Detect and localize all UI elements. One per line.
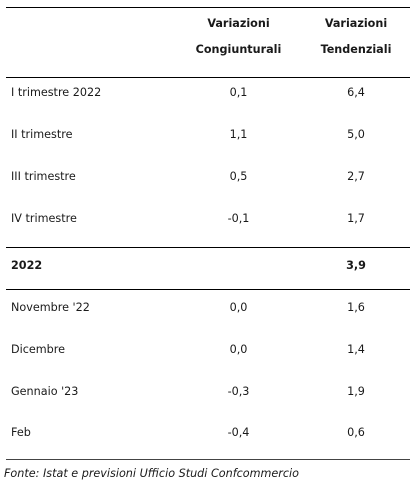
row-label: Dicembre <box>11 343 65 356</box>
row-label: II trimestre <box>11 128 73 141</box>
year-row-tend-value: 3,9 <box>346 259 366 272</box>
header-tendenziali-line2: Tendenziali <box>320 43 392 56</box>
row-tend-value: 1,9 <box>347 385 365 398</box>
row-label: I trimestre 2022 <box>11 86 102 99</box>
year-row-label: 2022 <box>11 259 43 272</box>
row-cong-value: -0,4 <box>227 426 250 439</box>
row-tend-value: 1,7 <box>347 212 365 225</box>
row-tend-value: 1,4 <box>347 343 365 356</box>
header-rule <box>6 77 410 78</box>
year-top-rule <box>6 247 410 248</box>
row-tend-value: 5,0 <box>347 128 365 141</box>
header-tendenziali-line1: Variazioni <box>324 17 388 30</box>
row-label: Feb <box>11 426 31 439</box>
row-cong-value: 0,0 <box>229 343 248 356</box>
row-cong-value: 0,1 <box>229 86 248 99</box>
source-note: Fonte: Istat e previsioni Ufficio Studi … <box>4 467 300 480</box>
year-bottom-rule <box>6 289 410 290</box>
row-tend-value: 6,4 <box>347 86 365 99</box>
header-congiunturali-line2: Congiunturali <box>195 43 282 56</box>
row-label: Gennaio '23 <box>11 385 79 398</box>
row-tend-value: 2,7 <box>347 170 365 183</box>
header-congiunturali-line1: Variazioni <box>207 17 270 30</box>
row-label: IV trimestre <box>11 212 77 225</box>
table-bottom-rule <box>6 459 410 460</box>
table-top-rule <box>6 7 410 8</box>
row-cong-value: -0,1 <box>227 212 250 225</box>
row-label: Novembre '22 <box>11 301 90 314</box>
row-cong-value: 0,0 <box>229 301 248 314</box>
row-tend-value: 1,6 <box>347 301 365 314</box>
row-cong-value: 0,5 <box>229 170 248 183</box>
row-tend-value: 0,6 <box>347 426 365 439</box>
row-label: III trimestre <box>11 170 76 183</box>
row-cong-value: 1,1 <box>229 128 248 141</box>
row-cong-value: -0,3 <box>227 385 250 398</box>
